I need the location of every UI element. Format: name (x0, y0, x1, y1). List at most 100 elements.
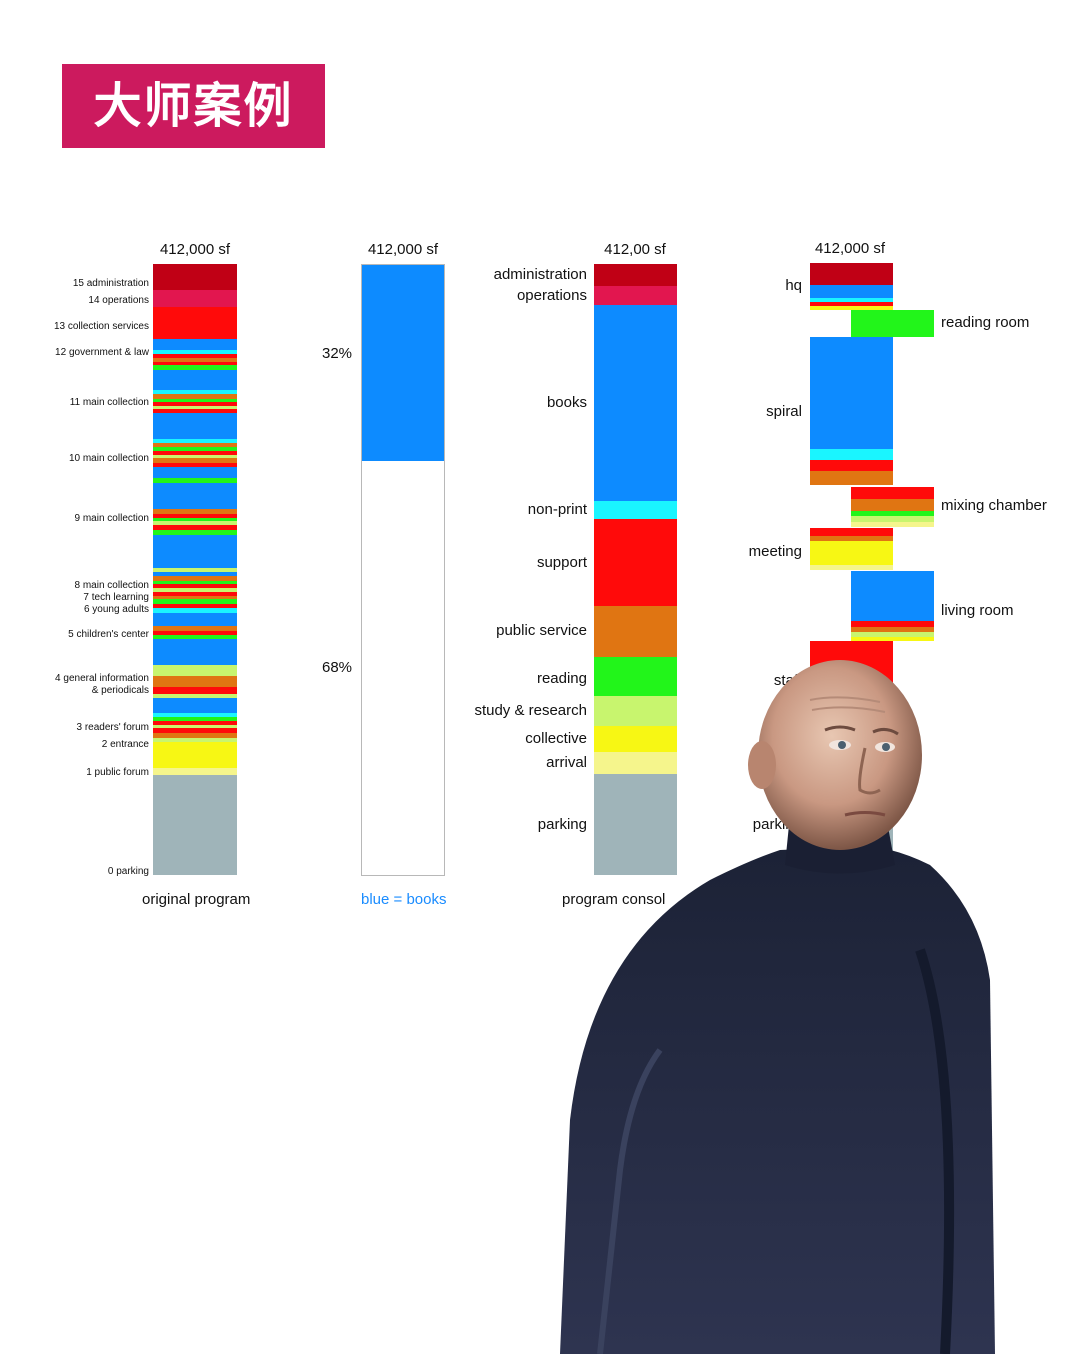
original-stripe (153, 521, 237, 526)
segment-non-print (594, 501, 677, 519)
original-stripe (153, 509, 237, 515)
block-reading-room (851, 310, 934, 337)
consolidated-bar (594, 264, 677, 875)
books-percent: 32% (322, 345, 353, 362)
original-stripe (153, 361, 237, 366)
label-public-forum-1: 1 public forum (86, 767, 149, 778)
original-stripe (153, 595, 237, 600)
original-stripe (153, 599, 237, 605)
label-main-collection-8: 8 main collection (74, 580, 149, 591)
original-total: 412,000 sf (159, 241, 231, 258)
original-stripe (153, 626, 237, 632)
original-parking-segment (153, 775, 237, 875)
original-stripe (153, 398, 237, 403)
living-blue (851, 571, 934, 621)
consolidated-caption: program consol (562, 891, 666, 908)
portrait-photo (560, 660, 995, 1354)
original-stripe (153, 687, 237, 695)
segment-collective (594, 726, 677, 752)
original-stripe (153, 370, 237, 376)
original-stripe (153, 513, 237, 519)
original-stripe (153, 742, 237, 769)
original-stripe (153, 576, 237, 582)
label-parking-0: 0 parking (107, 866, 149, 877)
block-spiral (810, 337, 893, 485)
original-stripe (153, 466, 237, 479)
label-parking: parking (537, 816, 587, 833)
original-stripe (153, 489, 237, 510)
mixing-red (851, 487, 934, 499)
label-study-research: study & research (474, 702, 587, 719)
books-total: 412,000 sf (367, 241, 439, 258)
meeting-pale (810, 565, 893, 570)
segment-parking (594, 774, 677, 875)
original-stripe (153, 354, 237, 359)
label-support: support (536, 554, 587, 571)
original-stripe (153, 728, 237, 734)
living-orange (851, 627, 934, 632)
original-stripe (153, 535, 237, 543)
label-entrance-2: 2 entrance (101, 739, 149, 750)
original-stripe (153, 591, 237, 597)
label-living-room: living room (941, 602, 1014, 619)
original-stripe (153, 349, 237, 355)
original-program-bar (153, 264, 237, 875)
title-badge: 大师案例 (62, 64, 325, 148)
original-stripe (153, 738, 237, 743)
block-hq (810, 263, 893, 310)
hq-red (810, 302, 893, 306)
label-main-collection-9: 9 main collection (74, 513, 149, 524)
mixing-pale (851, 522, 934, 527)
original-stripe (153, 454, 237, 459)
segment-support (594, 519, 677, 606)
original-stripe (153, 443, 237, 448)
consolidated-total: 412,00 sf (604, 241, 666, 258)
original-stripe (153, 693, 237, 699)
original-stripe (153, 717, 237, 722)
mixing-orange (851, 499, 934, 511)
hq-blue (810, 285, 893, 298)
original-stripe (153, 462, 237, 468)
hq-admin (810, 263, 893, 285)
original-stripe (153, 517, 237, 522)
label-reading: reading (536, 670, 587, 687)
label-meeting: meeting (748, 543, 802, 560)
label-administration: administration (493, 266, 587, 283)
original-stripe (153, 525, 237, 531)
original-stripe (153, 450, 237, 456)
original-stripe (153, 477, 237, 484)
segment-reading (594, 657, 677, 696)
spiral-cyan (810, 449, 893, 460)
final-total: 412,000 sf (814, 240, 886, 257)
original-stripe (153, 438, 237, 444)
original-stripe (153, 529, 237, 536)
original-stripe (153, 603, 237, 609)
label-public-service: public service (496, 622, 587, 639)
original-stripe (153, 567, 237, 573)
mixing-lime (851, 516, 934, 522)
block-living-room (851, 571, 934, 641)
segment-administration (594, 264, 677, 286)
label-general-information-4: 4 general information (55, 673, 149, 684)
label-readers-forum-3: 3 readers' forum (76, 722, 150, 733)
original-stripe (153, 307, 237, 340)
meeting-orange (810, 536, 893, 541)
original-stripe (153, 458, 237, 464)
label-young-adults-6: 6 young adults (83, 604, 149, 615)
original-stripe (153, 447, 237, 452)
label-collection-services-13: 13 collection services (53, 321, 149, 332)
label-government-law-12: 12 government & law (55, 347, 149, 358)
label-arrival: arrival (546, 754, 587, 771)
block-meeting (810, 528, 893, 570)
segment-books (594, 305, 677, 501)
original-stripe (153, 580, 237, 585)
segment-public-service (594, 606, 677, 657)
segment-study-research (594, 696, 677, 726)
label-reading-room: reading room (941, 314, 1030, 331)
label-non-print: non-print (527, 501, 587, 518)
living-red (851, 621, 934, 627)
original-stripe (153, 406, 237, 410)
original-stripe (153, 572, 237, 577)
original-stripe (153, 697, 237, 714)
original-stripe (153, 639, 237, 666)
